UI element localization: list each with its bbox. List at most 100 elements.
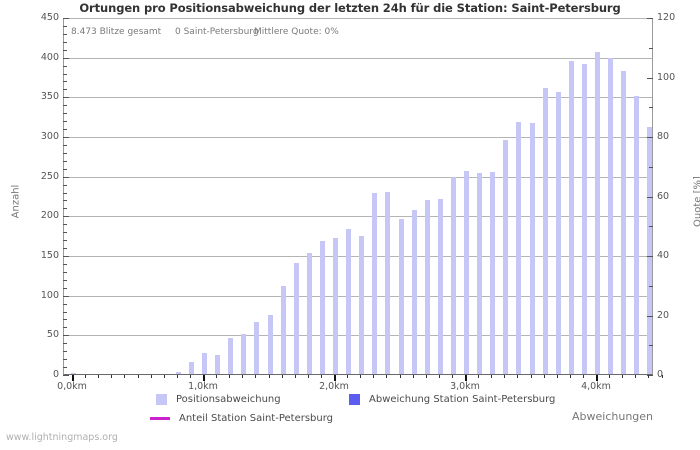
x-axis-tick-label: 1,0km (188, 381, 218, 392)
bar (398, 218, 404, 374)
x-axis-tick (491, 375, 493, 378)
y-axis-left-tick (63, 137, 69, 138)
x-axis-tick (648, 375, 650, 378)
y-axis-left-tick (63, 248, 67, 249)
x-axis-tick (111, 375, 113, 378)
legend-label: Anteil Station Saint-Petersburg (179, 413, 334, 424)
y-axis-left-tick-label: 50 (46, 329, 59, 341)
y-axis-left-tick (63, 81, 67, 82)
page-title: Ortungen pro Positionsabweichung der let… (79, 1, 621, 15)
bar (188, 362, 194, 374)
x-axis-tick (596, 375, 598, 381)
bar (647, 127, 653, 374)
y-axis-left-tick (63, 169, 67, 170)
gridline (64, 97, 652, 99)
y-axis-right-labels: 0 20 40 60 80 100 120 (657, 0, 700, 450)
bar (254, 321, 260, 374)
x-axis-tick (399, 375, 401, 378)
y-axis-left-tick (63, 296, 69, 297)
bar (529, 123, 535, 374)
x-axis-tick-label: 0,0km (57, 381, 87, 392)
y-axis-right-title: Quote [%] (692, 176, 700, 227)
gridline (64, 57, 652, 59)
x-axis-tick (163, 375, 165, 378)
bar (437, 198, 443, 374)
gridline (64, 216, 652, 218)
y-axis-left-tick (63, 42, 67, 43)
x-axis-tick (504, 375, 506, 378)
x-axis-tick (360, 375, 362, 378)
y-axis-right-tick (649, 226, 653, 227)
bar (424, 199, 430, 374)
x-axis-tick (72, 375, 74, 381)
y-axis-left-tick (63, 335, 69, 336)
annotation-station-count: 0 Saint-Petersburg (175, 27, 259, 37)
x-axis-tick (425, 375, 427, 378)
bar-series (64, 19, 653, 374)
y-axis-left-tick (63, 367, 67, 368)
x-axis-tick (582, 375, 584, 378)
y-axis-left-tick (63, 256, 69, 257)
legend-item-abweichung-station[interactable]: Abweichung Station Saint-Petersburg (349, 394, 555, 405)
x-axis-tick-label: 2,0km (319, 381, 349, 392)
legend-item-anteil-station[interactable]: Anteil Station Saint-Petersburg (150, 413, 333, 424)
x-axis-tick-label: 4,0km (581, 381, 611, 392)
x-axis-tick (465, 375, 467, 381)
bar (267, 314, 273, 374)
footer-url: www.lightningmaps.org (6, 432, 118, 443)
y-axis-right-tick (649, 48, 653, 49)
bar (175, 372, 181, 374)
y-axis-left-tick-label: 250 (40, 170, 59, 182)
x-axis-tick (373, 375, 375, 378)
x-axis-tick (517, 375, 519, 378)
y-axis-left-tick (63, 208, 67, 209)
x-axis-tick (176, 375, 178, 378)
bar (359, 236, 365, 374)
gridline (64, 256, 652, 257)
bar (608, 58, 614, 374)
legend: Positionsabweichung Abweichung Station S… (0, 392, 700, 434)
legend-line-icon (150, 417, 170, 420)
y-axis-left-tick-label: 300 (40, 131, 59, 142)
legend-swatch-icon (349, 394, 360, 405)
bar (503, 140, 509, 374)
y-axis-left-tick (63, 34, 67, 35)
bar (333, 237, 338, 374)
bar (595, 51, 600, 374)
x-axis-tick (268, 375, 270, 378)
y-axis-right-tick-label: 0 (657, 369, 664, 380)
y-axis-left-title: Anzahl (10, 184, 22, 219)
y-axis-right-tick (647, 256, 653, 257)
y-axis-left-tick (63, 105, 67, 106)
x-axis-tick (530, 375, 532, 378)
bar (71, 373, 76, 374)
x-axis-tick (556, 375, 558, 378)
y-axis-right-tick-label: 60 (657, 190, 670, 202)
y-axis-left-tick (63, 304, 67, 305)
y-axis-right-tick (647, 18, 653, 19)
y-axis-right-tick (649, 167, 653, 168)
legend-item-positionsabweichung[interactable]: Positionsabweichung (156, 394, 281, 405)
y-axis-left-tick (63, 26, 67, 27)
y-axis-left-tick (63, 50, 67, 51)
x-axis-tick (137, 375, 139, 378)
annotation-total-strikes: 8.473 Blitze gesamt (71, 27, 162, 37)
y-axis-right-tick-label: 100 (657, 71, 676, 83)
y-axis-left-tick (63, 264, 67, 265)
y-axis-left-tick (63, 66, 67, 67)
bar (621, 70, 627, 374)
x-axis-tick (216, 375, 218, 378)
x-axis-tick (294, 375, 296, 378)
x-axis-tick (334, 375, 336, 381)
annotation-mean-quote: Mittlere Quote: 0% (254, 27, 339, 37)
x-axis-ticks (63, 375, 663, 383)
y-axis-left-tick (63, 89, 67, 90)
x-axis-tick (307, 375, 309, 378)
x-axis-tick (569, 375, 571, 378)
x-axis-tick (320, 375, 322, 378)
y-axis-left-tick-label: 150 (40, 250, 59, 261)
y-axis-right-tick (647, 197, 653, 198)
x-axis-tick (255, 375, 257, 378)
bar (228, 338, 234, 374)
y-axis-left-tick (63, 200, 67, 201)
